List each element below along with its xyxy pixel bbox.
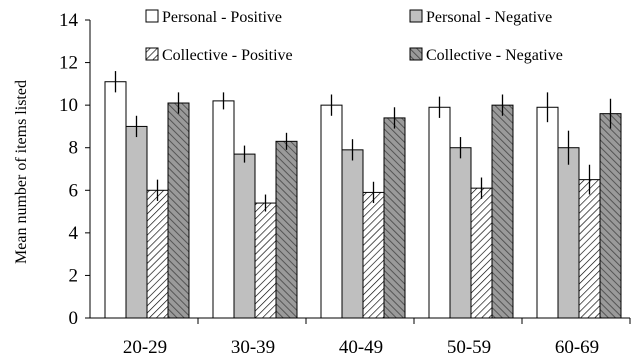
legend-label: Collective - Negative <box>426 47 563 64</box>
legend-swatch <box>409 47 423 61</box>
bar <box>557 147 580 319</box>
bar <box>320 104 343 319</box>
x-tick-label: 30-39 <box>231 337 275 358</box>
bar <box>449 147 472 319</box>
x-tick-label: 50-59 <box>447 337 491 358</box>
x-tick-label: 20-29 <box>123 337 167 358</box>
bar <box>362 191 385 319</box>
bar <box>428 106 451 319</box>
legend-label: Collective - Positive <box>162 47 293 64</box>
bar <box>599 113 622 319</box>
plot-area: 0 2 4 6 8 10 12 14 20-29 30-39 40-49 50-59 60-69 <box>59 10 631 358</box>
y-axis-title: Mean number of items listed <box>13 80 30 264</box>
y-tick-label: 0 <box>69 308 79 329</box>
x-tick-label: 60-69 <box>555 337 599 358</box>
legend-swatch <box>145 9 159 23</box>
bar <box>146 189 169 319</box>
y-tick-label: 14 <box>59 10 79 31</box>
bar <box>254 202 277 319</box>
legend-label: Personal - Positive <box>162 9 282 26</box>
y-tick-label: 8 <box>69 138 79 159</box>
y-tick-label: 2 <box>69 265 79 286</box>
bar <box>341 149 364 319</box>
bar <box>233 153 256 319</box>
bar <box>578 179 601 319</box>
bar <box>167 102 190 319</box>
legend-label: Personal - Negative <box>426 9 552 26</box>
bar <box>383 117 406 319</box>
bar <box>491 104 514 319</box>
y-axis-title-group: Mean number of items listed <box>13 80 30 264</box>
y-tick-label: 12 <box>59 53 78 74</box>
bar <box>536 106 559 319</box>
bar <box>212 100 235 319</box>
y-tick-label: 6 <box>69 180 79 201</box>
y-tick-label: 10 <box>59 95 78 116</box>
legend: Personal - Positive Personal - Negative Co… <box>145 9 563 64</box>
legend-swatch <box>145 47 159 61</box>
legend-swatch <box>409 9 423 23</box>
bar <box>125 125 148 319</box>
x-tick-label: 40-49 <box>339 337 383 358</box>
bar <box>104 81 127 319</box>
bar <box>470 187 493 319</box>
y-tick-label: 4 <box>69 223 79 244</box>
bar <box>275 140 298 319</box>
